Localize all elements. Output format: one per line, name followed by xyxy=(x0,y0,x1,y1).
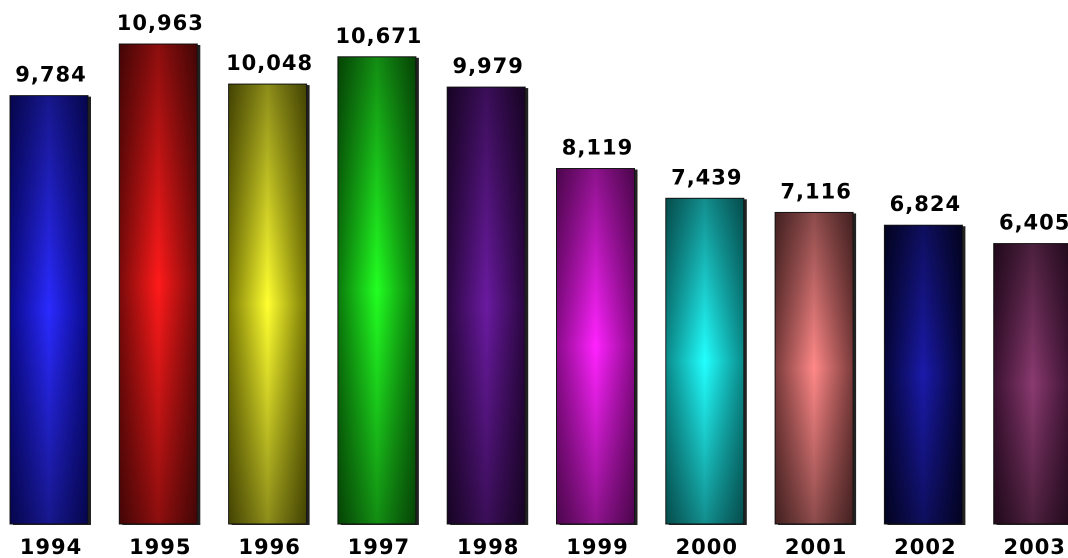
value-label-2000: 7,439 xyxy=(671,165,742,189)
bar-shade xyxy=(337,56,416,524)
value-label-2001: 7,116 xyxy=(780,179,851,203)
x-tick-label-1999: 1999 xyxy=(566,535,628,558)
x-tick-labels-layer: 1994 1995 1996 1997 1998 1999 2000 2001 2002 2003 xyxy=(20,535,1065,558)
value-label-1994: 9,784 xyxy=(15,63,86,87)
bar-1997 xyxy=(337,56,419,525)
x-tick-label-1994: 1994 xyxy=(20,535,82,558)
bar-shade xyxy=(228,84,307,525)
value-label-1998: 9,979 xyxy=(452,54,523,78)
value-label-1997: 10,671 xyxy=(335,24,422,48)
x-tick-label-1995: 1995 xyxy=(129,535,191,558)
x-tick-label-2003: 2003 xyxy=(1003,535,1065,558)
bar-1998 xyxy=(446,86,529,525)
value-label-2002: 6,824 xyxy=(890,192,961,216)
value-label-2003: 6,405 xyxy=(999,211,1068,235)
bar-1996 xyxy=(228,83,310,526)
value-labels-layer: 9,784 10,963 10,048 10,671 9,979 8,119 7,439 7,… xyxy=(15,11,1068,235)
value-label-1996: 10,048 xyxy=(226,51,313,75)
bar-shade xyxy=(556,168,635,524)
bars-layer xyxy=(9,43,1068,526)
value-label-1999: 8,119 xyxy=(562,136,633,160)
bar-2001 xyxy=(774,211,857,525)
x-tick-label-1997: 1997 xyxy=(348,535,410,558)
x-tick-label-2001: 2001 xyxy=(785,535,847,558)
x-tick-label-1996: 1996 xyxy=(238,535,300,558)
bar-1999 xyxy=(556,168,638,525)
bar-shade xyxy=(884,225,963,525)
bar-2000 xyxy=(665,197,747,526)
bar-shade xyxy=(775,212,854,524)
value-label-1995: 10,963 xyxy=(117,11,204,35)
x-tick-label-2000: 2000 xyxy=(676,535,738,558)
x-tick-label-1998: 1998 xyxy=(457,535,519,558)
bar-shade xyxy=(993,243,1068,525)
bar-shade xyxy=(665,198,744,525)
bar-2003 xyxy=(993,243,1068,526)
x-tick-label-2002: 2002 xyxy=(894,535,956,558)
bar-2002 xyxy=(883,224,966,526)
bar-1995 xyxy=(118,43,201,525)
bar-shade xyxy=(447,87,526,524)
bar-shade xyxy=(119,44,198,524)
bar-shade xyxy=(10,95,88,524)
bar-1994 xyxy=(9,95,91,525)
